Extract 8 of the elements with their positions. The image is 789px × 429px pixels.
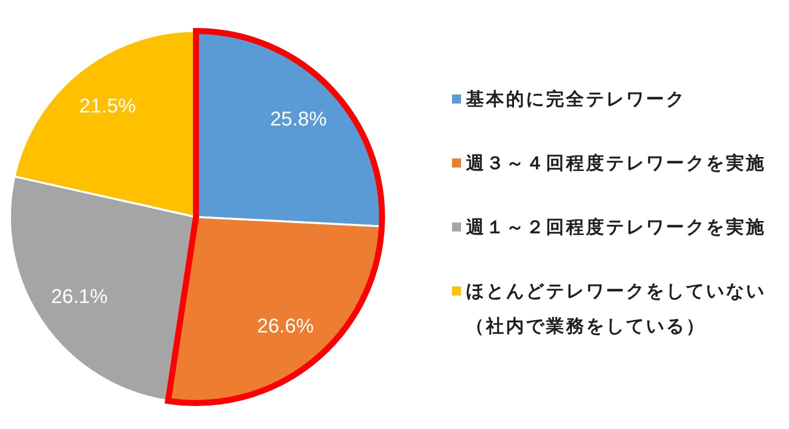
legend-label: 週３～４回程度テレワークを実施 bbox=[465, 152, 766, 174]
data-label: 25.8% bbox=[270, 108, 328, 131]
data-label: 26.1% bbox=[50, 286, 108, 308]
legend-label: 基本的に完全テレワーク bbox=[465, 88, 686, 110]
legend-label: 週１～２回程度テレワークを実施 bbox=[465, 216, 766, 238]
data-label: 21.5% bbox=[79, 96, 136, 118]
data-label: 26.6% bbox=[257, 315, 314, 338]
legend-label: ほとんどテレワークをしていない（社内で業務をしている） bbox=[466, 280, 766, 336]
